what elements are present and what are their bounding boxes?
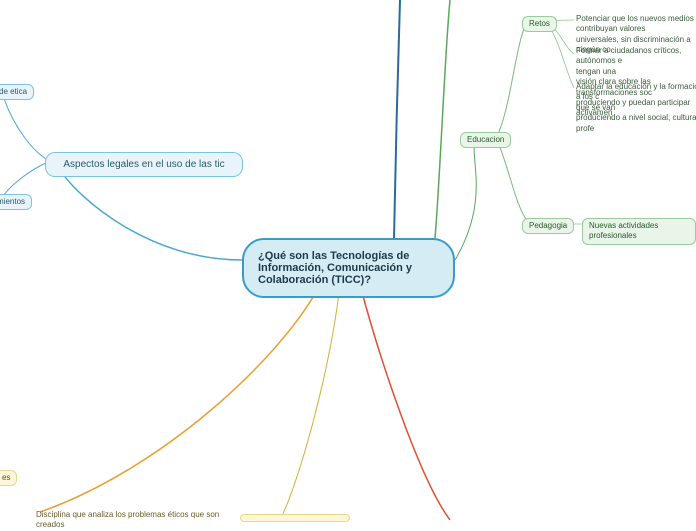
node-disciplina: Disciplina que analiza los problemas éti… [36, 510, 246, 531]
node-es-label: es [2, 473, 10, 482]
node-bottom-partial[interactable] [240, 514, 350, 522]
center-topic[interactable]: ¿Qué son las Tecnologías de Información,… [242, 238, 455, 298]
node-educacion-label: Educacion [467, 135, 504, 144]
node-retos[interactable]: Retos [522, 16, 557, 32]
center-title: ¿Qué son las Tecnologías de Información,… [258, 250, 412, 286]
node-retos-label: Retos [529, 19, 550, 28]
node-nuevas[interactable]: Nuevas actividades profesionales [582, 218, 696, 245]
node-nuevas-label: Nuevas actividades profesionales [589, 221, 658, 240]
node-es-partial[interactable]: es [0, 470, 17, 486]
node-educacion[interactable]: Educacion [460, 132, 511, 148]
node-aspectos-label: Aspectos legales en el uso de las tic [63, 159, 224, 170]
node-aspectos[interactable]: Aspectos legales en el uso de las tic [45, 152, 243, 177]
node-mientos[interactable]: mientos [0, 194, 32, 210]
node-etica-label: de etica [0, 87, 27, 96]
node-mientos-label: mientos [0, 197, 25, 206]
retos-text-2: Adaptar la educación y la formación a lo… [576, 82, 696, 134]
node-pedagogia[interactable]: Pedagogia [522, 218, 574, 234]
node-pedagogia-label: Pedagogia [529, 221, 567, 230]
node-etica[interactable]: de etica [0, 84, 34, 100]
